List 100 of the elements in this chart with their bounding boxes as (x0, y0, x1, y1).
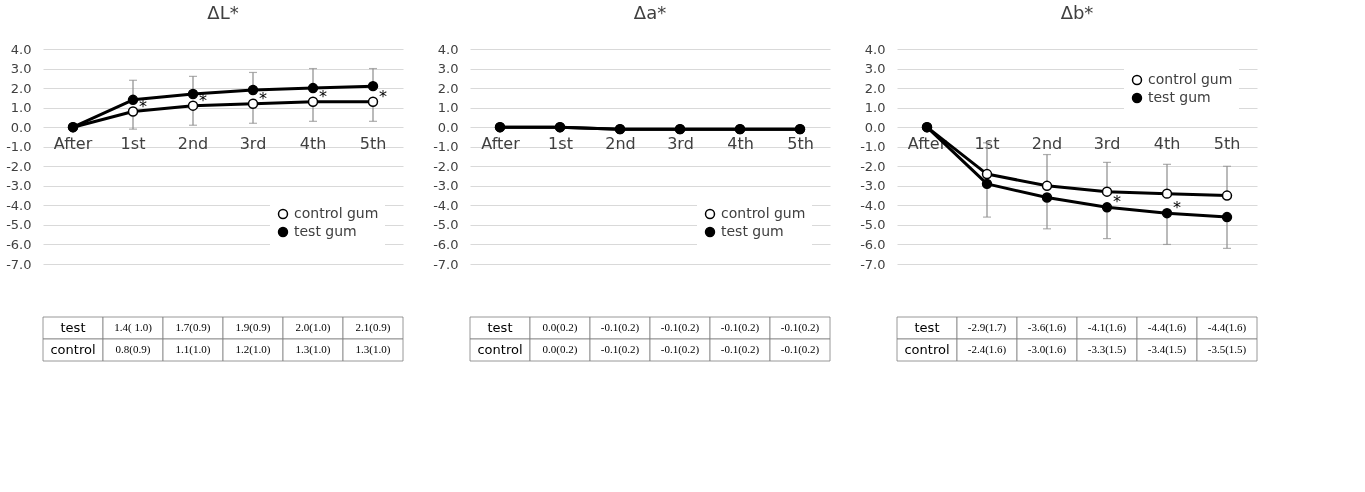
text: -3.6(1.6) (1027, 321, 1067, 334)
y-tick-label: 1.0 (864, 100, 886, 116)
y-tick-label: -2.0 (433, 158, 459, 174)
y-tick-label: -1.0 (860, 139, 886, 155)
x-tick-label: After (481, 133, 521, 153)
text: -0.1(0.2) (600, 343, 640, 356)
x-tick-label: 3rd (1093, 133, 1121, 153)
y-tick-label: -4.0 (433, 197, 459, 213)
text: -4.4(1.6) (1207, 321, 1247, 334)
text: -0.1(0.2) (780, 343, 820, 356)
x-tick-label: 5th (787, 133, 814, 153)
y-tick-label: -4.0 (860, 197, 886, 213)
y-tick-label: -1.0 (433, 139, 459, 155)
legend-label: test gum (294, 223, 357, 239)
x-tick-label: 4th (1153, 133, 1181, 153)
text: control (50, 342, 96, 357)
text: test (487, 320, 513, 335)
annotation: * (319, 86, 327, 106)
text: 0.0(0.2) (542, 343, 578, 356)
annotation: * (1113, 192, 1121, 212)
chart-title: Δb* (1060, 2, 1094, 23)
text: -4.1(1.6) (1087, 321, 1127, 334)
annotation: * (379, 86, 387, 106)
text: 1.3(1.0) (295, 343, 331, 356)
text: 1.2(1.0) (235, 343, 271, 356)
text: -2.4(1.6) (967, 343, 1007, 356)
y-tick-label: -7.0 (433, 256, 459, 272)
text: -2.9(1.7) (967, 321, 1007, 334)
y-tick-label: -6.0 (6, 236, 32, 252)
x-tick-label: 3rd (239, 133, 267, 153)
legend-label: test gum (721, 223, 784, 239)
text: -3.4(1.5) (1147, 343, 1187, 356)
text: test (60, 320, 86, 335)
text: 0.0(0.2) (542, 321, 578, 334)
text: 2.0(1.0) (295, 321, 331, 334)
x-tick-label: After (53, 133, 93, 153)
legend-label: control gum (1148, 71, 1233, 87)
y-tick-label: -5.0 (433, 217, 459, 233)
y-tick-label: 0.0 (10, 119, 32, 135)
chart-title: Δa* (633, 2, 667, 23)
legend-label: control gum (721, 205, 806, 221)
text: 1.3(1.0) (355, 343, 391, 356)
x-tick-label: 1st (974, 133, 1000, 153)
text: -3.3(1.5) (1087, 343, 1127, 356)
y-tick-label: -7.0 (6, 256, 32, 272)
text: -3.5(1.5) (1207, 343, 1247, 356)
y-tick-label: -3.0 (860, 178, 886, 194)
y-tick-label: 2.0 (437, 80, 459, 96)
annotation: * (1173, 198, 1181, 218)
text: test (914, 320, 940, 335)
text: -0.1(0.2) (720, 321, 760, 334)
text: 1.4( 1.0) (114, 321, 153, 334)
x-tick-label: 2nd (1031, 133, 1063, 153)
y-tick-label: -2.0 (6, 158, 32, 174)
y-tick-label: 0.0 (437, 119, 459, 135)
y-tick-label: 1.0 (10, 100, 32, 116)
y-tick-label: 4.0 (864, 41, 886, 57)
y-tick-label: -7.0 (860, 256, 886, 272)
text: 0.8(0.9) (115, 343, 151, 356)
text: -0.1(0.2) (720, 343, 760, 356)
y-tick-label: 2.0 (864, 80, 886, 96)
text: control (904, 342, 950, 357)
text: 1.9(0.9) (235, 321, 271, 334)
text: -0.1(0.2) (660, 321, 700, 334)
y-tick-label: -1.0 (6, 139, 32, 155)
y-tick-label: -6.0 (860, 236, 886, 252)
y-tick-label: 3.0 (864, 61, 886, 77)
x-tick-label: 1st (548, 133, 573, 153)
y-tick-label: -5.0 (860, 217, 886, 233)
text: -3.0(1.6) (1027, 343, 1067, 356)
text: 1.7(0.9) (175, 321, 211, 334)
x-tick-label: 2nd (605, 133, 636, 153)
y-tick-label: -6.0 (433, 236, 459, 252)
y-tick-label: 1.0 (437, 100, 459, 116)
y-tick-label: -5.0 (6, 217, 32, 233)
legend-label: test gum (1148, 89, 1211, 105)
text: control (477, 342, 523, 357)
y-tick-label: 4.0 (10, 41, 32, 57)
y-tick-label: -3.0 (6, 178, 32, 194)
chart-title: ΔL* (207, 2, 239, 23)
x-tick-label: 5th (359, 133, 387, 153)
x-tick-label: 4th (299, 133, 327, 153)
annotation: * (259, 88, 267, 108)
x-tick-label: 3rd (667, 133, 694, 153)
x-tick-label: 1st (120, 133, 146, 153)
y-tick-label: 3.0 (437, 61, 459, 77)
y-tick-label: 3.0 (10, 61, 32, 77)
y-tick-label: -2.0 (860, 158, 886, 174)
text: -0.1(0.2) (600, 321, 640, 334)
text: -4.4(1.6) (1147, 321, 1187, 334)
text: -0.1(0.2) (780, 321, 820, 334)
y-tick-label: 4.0 (437, 41, 459, 57)
x-tick-label: 4th (727, 133, 754, 153)
annotation: * (139, 96, 147, 116)
x-tick-label: 2nd (177, 133, 209, 153)
y-tick-label: 2.0 (10, 80, 32, 96)
y-tick-label: -4.0 (6, 197, 32, 213)
text: -0.1(0.2) (660, 343, 700, 356)
y-tick-label: 0.0 (864, 119, 886, 135)
legend-label: control gum (294, 205, 379, 221)
